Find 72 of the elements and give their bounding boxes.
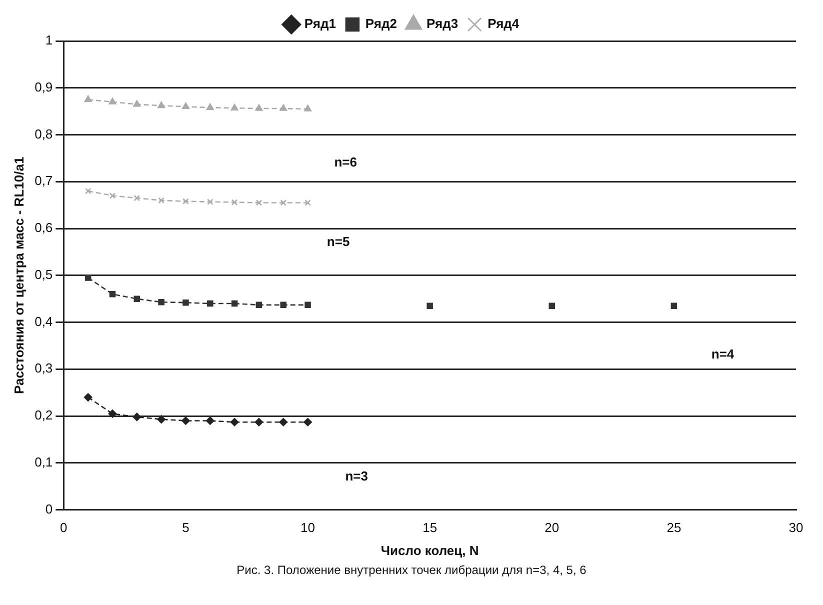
y-tick-label: 0,2	[34, 408, 53, 423]
point	[231, 199, 238, 206]
point	[182, 198, 189, 204]
y-axis-title: Расстояния от центра масс - RL10/a1	[11, 156, 26, 394]
point	[206, 416, 214, 425]
y-tick-label: 0	[45, 501, 53, 516]
x-tick-label: 5	[182, 520, 190, 536]
y-tick-label: 0,8	[34, 126, 53, 142]
point	[206, 103, 214, 110]
y-tick-label: 0,1	[34, 454, 53, 470]
y-tick-label: 0,4	[34, 314, 53, 329]
point	[670, 302, 678, 309]
legend-label: Ряд4	[488, 16, 520, 32]
x-tick-label: 0	[60, 520, 68, 536]
point	[84, 188, 92, 194]
point	[304, 302, 311, 308]
point	[108, 410, 117, 418]
point	[182, 299, 189, 306]
point	[132, 412, 142, 422]
point	[108, 98, 116, 104]
y-tick-label: 0,6	[34, 220, 53, 236]
text: Рис. 3. Положение внутренних точек либрации для n=3, 4, 5, 6	[236, 563, 588, 577]
point	[256, 302, 262, 308]
point	[158, 298, 164, 306]
x-axis-title: Число колец, N	[380, 542, 479, 558]
point	[158, 102, 165, 108]
point	[182, 416, 190, 425]
point	[280, 302, 286, 308]
point	[256, 200, 262, 206]
annotation: n=3	[345, 468, 368, 484]
x-tick-label: 10	[300, 520, 316, 536]
point	[304, 200, 311, 206]
point	[279, 418, 288, 426]
point	[134, 194, 140, 202]
annotation: n=5	[326, 234, 350, 250]
annotation: n=4	[711, 346, 735, 362]
point	[548, 302, 556, 309]
point	[207, 300, 214, 307]
legend-label: Ряд3	[426, 16, 458, 32]
legend-label: Ряд2	[365, 16, 398, 32]
point	[280, 104, 288, 111]
point	[230, 104, 238, 110]
point	[230, 418, 239, 426]
point	[133, 100, 141, 107]
y-tick-label: 0,5	[34, 266, 53, 282]
point	[84, 95, 92, 102]
x-tick-label: 25	[666, 520, 682, 536]
point	[207, 198, 214, 205]
point	[304, 104, 312, 112]
y-tick-label: 1	[45, 32, 53, 48]
point	[158, 197, 164, 204]
point	[84, 393, 92, 402]
point	[109, 192, 116, 199]
y-tick-label: 0,3	[34, 360, 53, 376]
x-tick-label: 30	[788, 520, 804, 536]
point	[157, 415, 166, 424]
point	[304, 418, 312, 426]
y-tick-label: 0,7	[34, 173, 53, 188]
annotation: n=6	[334, 154, 357, 170]
x-tick-label: 15	[422, 520, 438, 536]
y-tick-label: 0,9	[34, 79, 53, 94]
point	[182, 102, 190, 110]
point	[255, 104, 263, 111]
point	[280, 200, 286, 206]
x-tick-label: 20	[544, 520, 560, 536]
legend-label: Ряд1	[304, 16, 336, 32]
point	[231, 300, 238, 307]
point	[109, 291, 116, 298]
point	[426, 302, 433, 309]
point	[254, 418, 264, 426]
point	[84, 274, 92, 281]
point	[134, 296, 140, 302]
